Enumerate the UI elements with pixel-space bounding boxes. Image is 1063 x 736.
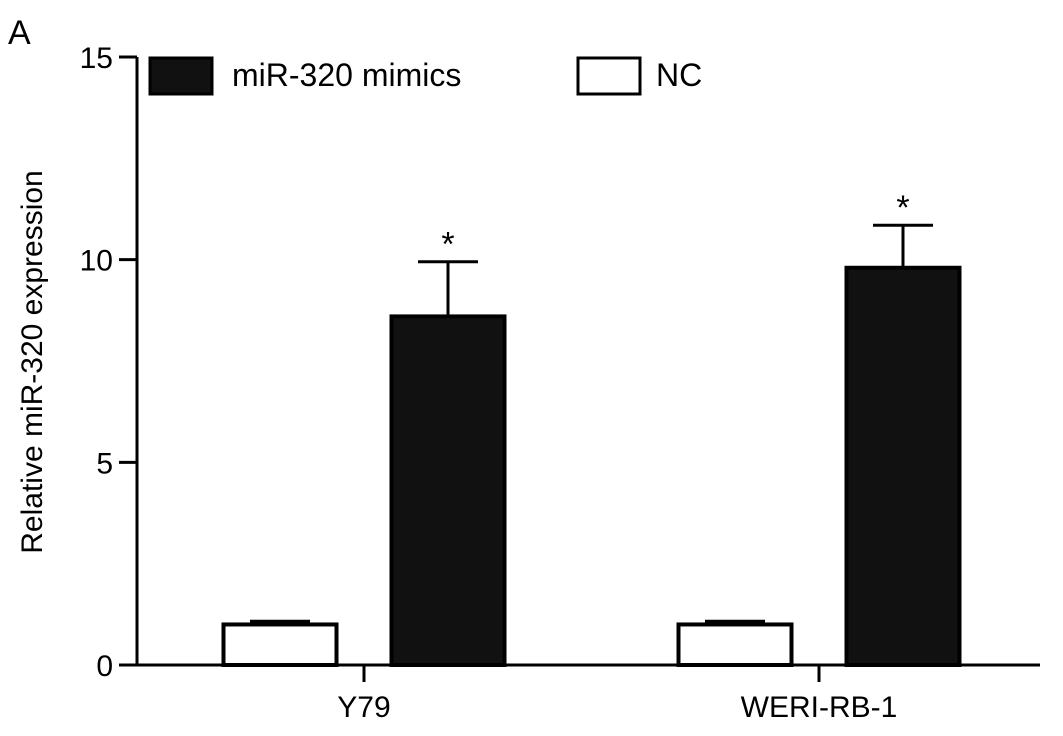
panel-label: A [8, 14, 31, 52]
bar [844, 265, 962, 667]
bar [389, 314, 507, 667]
legend: miR-320 mimics NC [148, 56, 702, 96]
y-axis-label: Relative miR-320 expression [16, 170, 49, 554]
legend-swatch-nc [576, 56, 642, 96]
legend-label-mimics: miR-320 mimics [232, 57, 461, 93]
legend-swatch-mimics [148, 56, 214, 96]
bar [221, 622, 339, 668]
legend-label-nc: NC [656, 57, 702, 93]
x-tick-label: WERI-RB-1 [741, 691, 898, 724]
significance-marker: * [896, 189, 909, 227]
y-tick-label: 15 [80, 42, 113, 75]
plot-area: 0 5 10 15 Y79 * WERI-RB-1 * [80, 42, 1040, 724]
significance-marker: * [441, 226, 454, 264]
x-tick-label: Y79 [337, 691, 390, 724]
bar [676, 622, 794, 668]
y-tick-label: 10 [80, 245, 113, 278]
y-tick-label: 0 [96, 650, 113, 683]
y-tick-label: 5 [96, 447, 113, 480]
